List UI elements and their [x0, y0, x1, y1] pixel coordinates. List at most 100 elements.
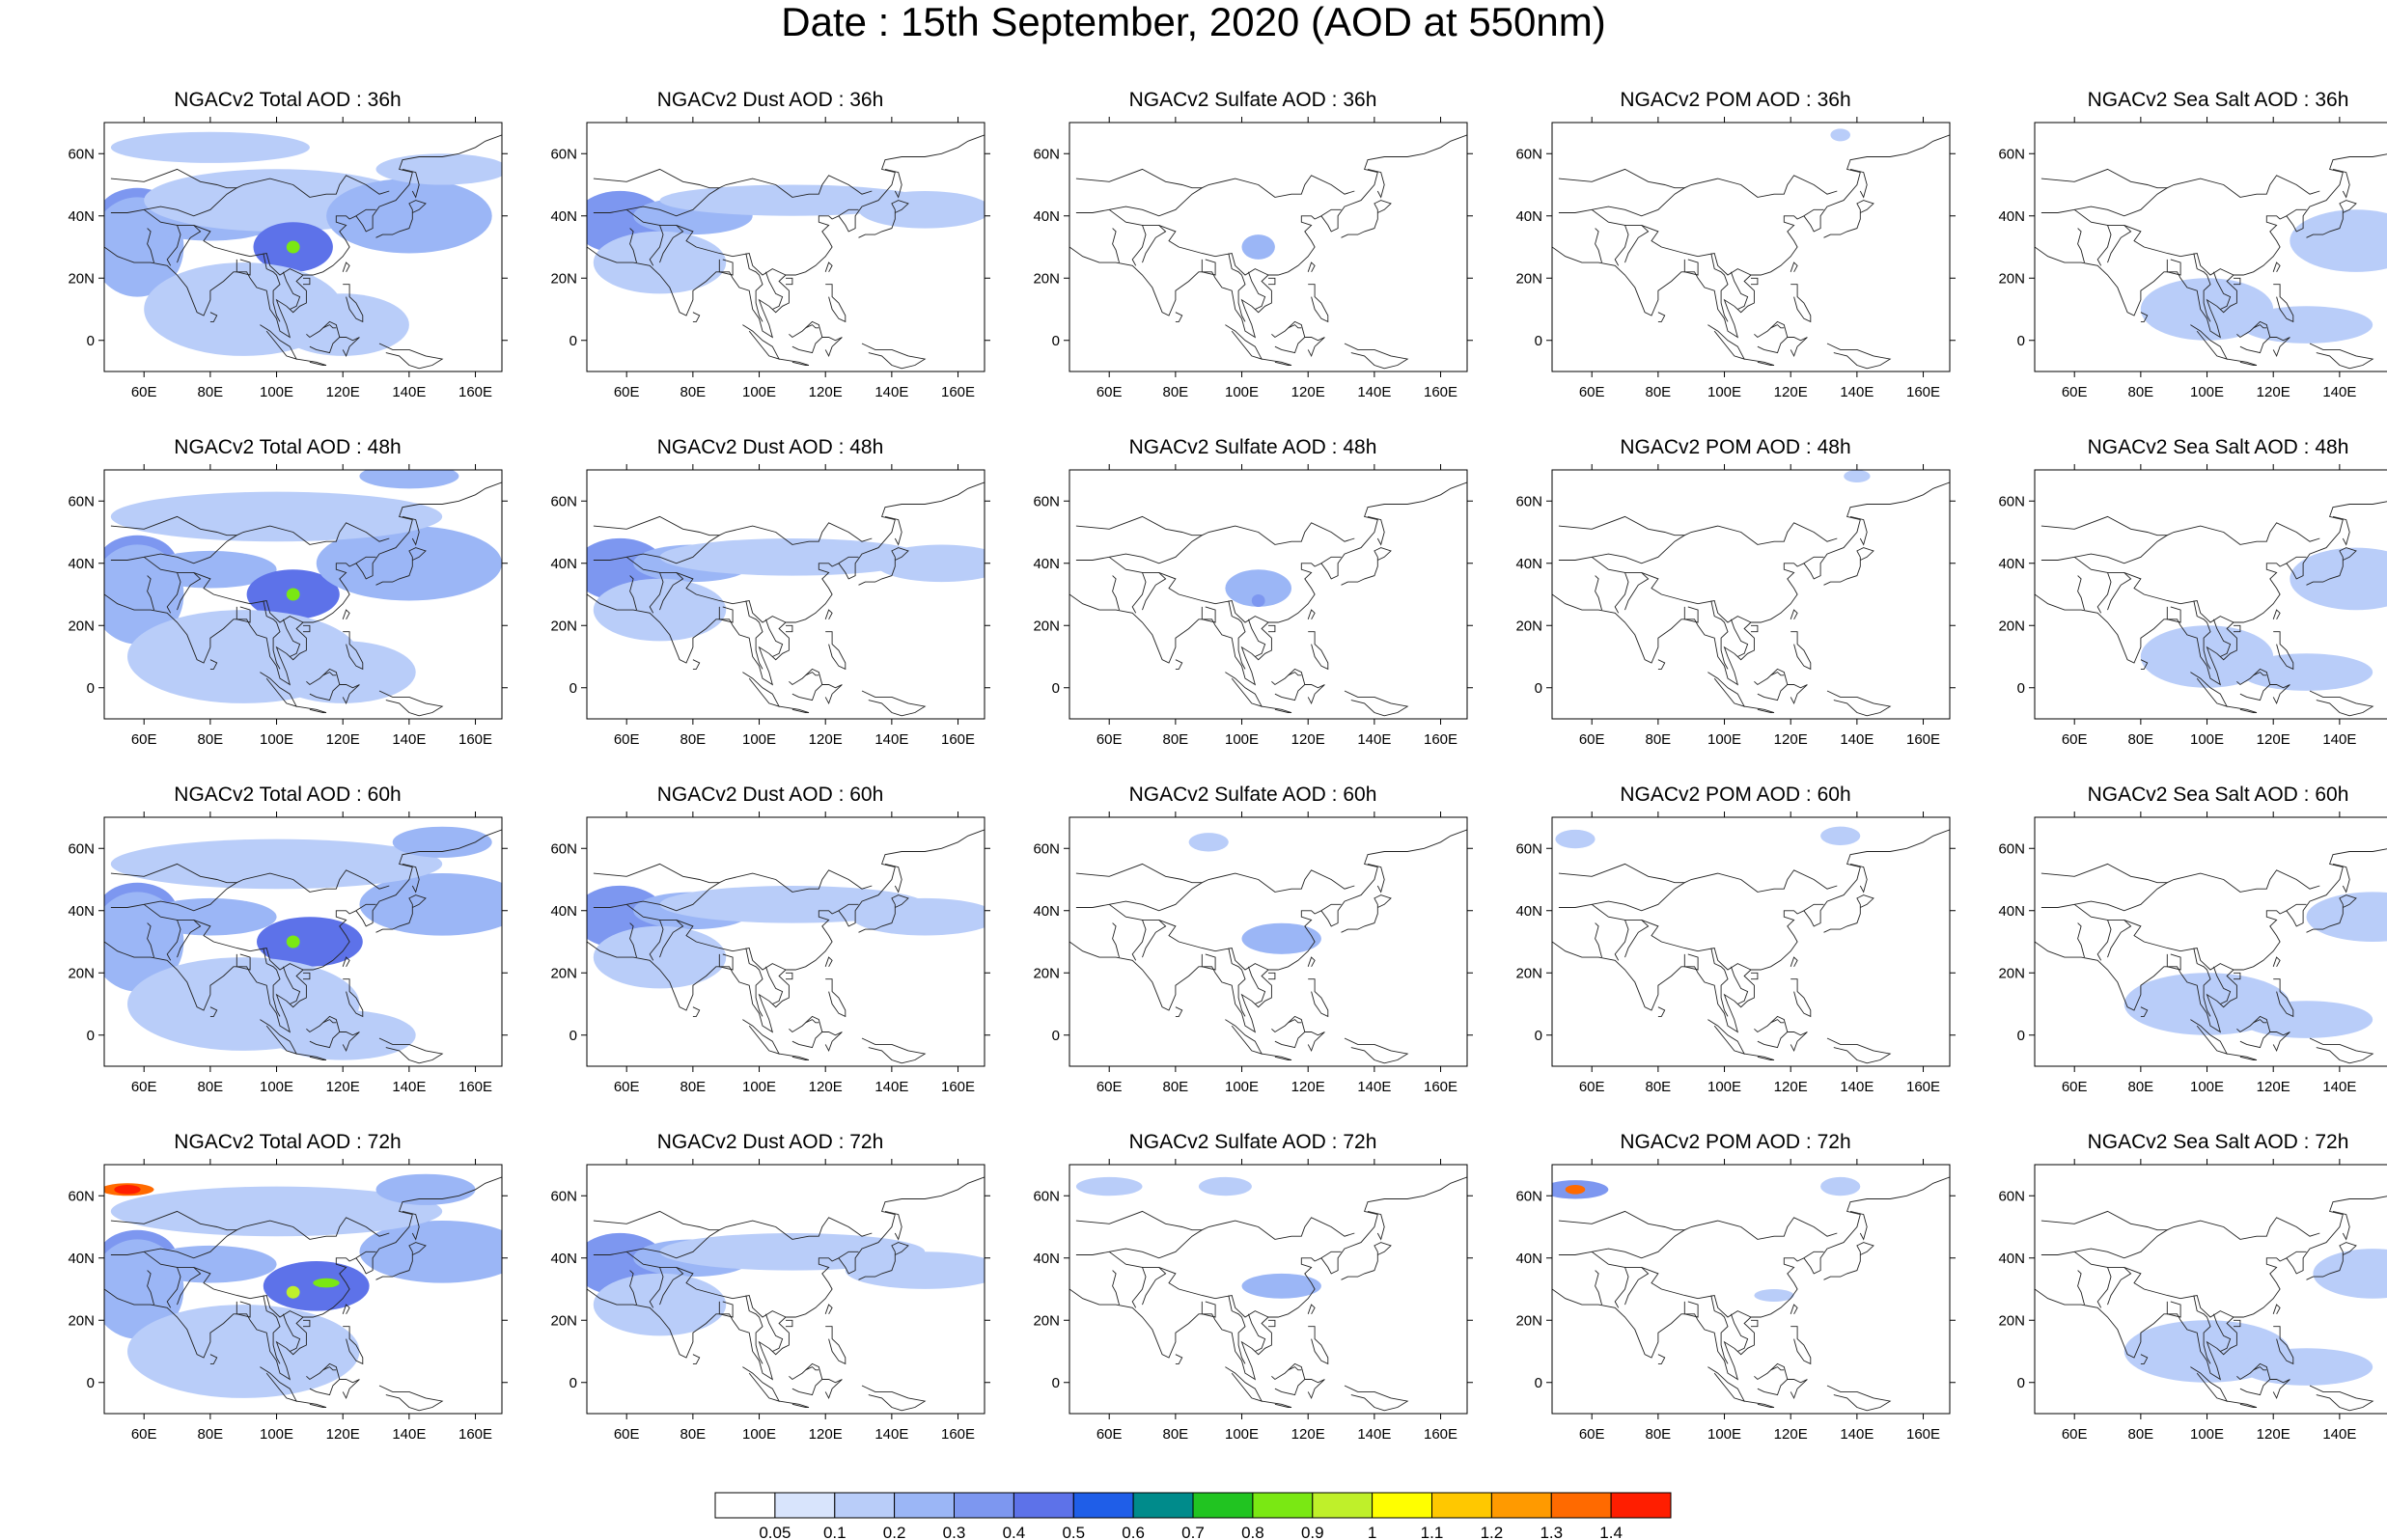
coastline-path	[1344, 1037, 1409, 1064]
coastline-path	[209, 312, 218, 322]
coastlines	[104, 829, 502, 1064]
coastline-path	[1142, 920, 1167, 958]
coastline-path	[2212, 966, 2232, 1004]
coastline-path	[786, 277, 793, 286]
map-plot: 60E 80E 100E 120E 140E 160E 0 20N 40N 60N	[1515, 464, 1956, 748]
aod-plume	[1565, 1185, 1586, 1195]
coastline-path	[1228, 253, 1246, 322]
x-tick-label: 60E	[131, 1079, 157, 1095]
x-tick-label: 80E	[2128, 384, 2154, 400]
coastline-path	[1108, 903, 1269, 971]
panel-title: NGACv2 Sea Salt AOD : 72h	[2087, 1131, 2349, 1153]
aod-field	[587, 537, 985, 642]
coastline-path	[2166, 606, 2181, 623]
coastline-path	[2272, 261, 2281, 273]
coastline-path	[375, 894, 427, 933]
coastline-path	[1262, 705, 1292, 713]
panel-title: NGACv2 Total AOD : 72h	[174, 1131, 402, 1153]
aod-plume	[1830, 128, 1850, 142]
x-tick-label: 140E	[1840, 731, 1874, 748]
coastline-path	[1558, 1217, 1838, 1259]
coastlines	[587, 1176, 985, 1412]
coastline-path	[260, 672, 298, 707]
x-tick-label: 160E	[1906, 1079, 1940, 1095]
coastline-path	[355, 903, 376, 912]
y-tick-label: 0	[2017, 680, 2025, 697]
map-plot: 60E 80E 100E 120E 140E 160E 0 20N 40N 60N	[1515, 117, 1956, 400]
panel-title: NGACv2 Sea Salt AOD : 60h	[2087, 784, 2349, 806]
x-tick-label: 80E	[2128, 1079, 2154, 1095]
colorbar-label: 0.05	[759, 1524, 791, 1540]
coastline-path	[260, 324, 298, 360]
aod-plume	[286, 1285, 300, 1299]
aod-field	[2123, 1249, 2387, 1386]
x-tick-label: 140E	[874, 731, 908, 748]
coastline-path	[1175, 1006, 1183, 1017]
coastline-path	[2236, 320, 2271, 354]
coastline-path	[1591, 556, 1752, 623]
y-tick-label: 0	[1535, 1375, 1542, 1391]
aod-plume	[313, 1278, 340, 1288]
x-tick-label: 120E	[326, 1426, 360, 1443]
colorbar-label: 0.1	[823, 1524, 847, 1540]
coastline-path	[2269, 337, 2290, 358]
x-tick-label: 160E	[458, 384, 492, 400]
aod-field	[1241, 234, 1275, 260]
x-tick-label: 80E	[1163, 1079, 1189, 1095]
x-tick-label: 100E	[742, 384, 776, 400]
map-frame	[586, 816, 985, 1067]
coastline-path	[825, 631, 847, 671]
map-panel: NGACv2 Dust AOD : 36h 60E 80E 100E 120E 140E 1…	[529, 89, 1012, 436]
coastline-path	[1710, 1295, 1729, 1364]
coastline-path	[625, 208, 787, 276]
coastlines	[1069, 1176, 1467, 1412]
coastline-path	[659, 920, 684, 958]
map-panel: NGACv2 Sulfate AOD : 72h 60E 80E 100E 120E 14…	[1012, 1131, 1494, 1478]
coastline-path	[110, 863, 237, 884]
aod-plume	[316, 526, 502, 601]
panel-title: NGACv2 POM AOD : 36h	[1620, 89, 1851, 111]
coastline-path	[355, 208, 376, 217]
y-tick-label: 40N	[1515, 903, 1542, 920]
coastline-path	[236, 1301, 251, 1318]
coastline-path	[110, 175, 390, 217]
aod-plume	[2239, 1001, 2373, 1038]
colorbar-swatch	[1072, 1492, 1134, 1519]
x-tick-label: 100E	[742, 1426, 776, 1443]
coastline-path	[1341, 547, 1392, 586]
x-tick-label: 140E	[1357, 731, 1391, 748]
y-tick-label: 20N	[1515, 618, 1542, 634]
colorbar-swatch	[1431, 1492, 1492, 1519]
aod-plume	[851, 897, 985, 936]
aod-plume	[858, 191, 985, 229]
aod-plume	[845, 1251, 985, 1289]
coastline-path	[143, 903, 304, 971]
x-tick-label: 140E	[2322, 384, 2356, 400]
coastline-path	[2227, 1400, 2258, 1408]
x-tick-label: 60E	[2062, 731, 2088, 748]
coastline-path	[1744, 358, 1775, 366]
coastline-path	[378, 1037, 444, 1064]
colorbar-label: 1.2	[1481, 1524, 1504, 1540]
coastline-path	[2272, 609, 2281, 620]
x-tick-label: 160E	[941, 1426, 975, 1443]
x-tick-label: 80E	[1163, 731, 1189, 748]
coastline-path	[1247, 271, 1266, 310]
panel-title: NGACv2 Sulfate AOD : 72h	[1128, 1131, 1377, 1153]
coastline-path	[805, 672, 819, 676]
coastline-path	[2253, 672, 2267, 676]
coastline-path	[1288, 1366, 1302, 1371]
coastline-path	[1288, 1019, 1302, 1024]
coastline-path	[263, 948, 281, 1017]
y-tick-label: 60N	[1998, 1188, 2025, 1204]
coastline-path	[2286, 1251, 2307, 1259]
y-tick-label: 0	[1535, 680, 1542, 697]
x-tick-label: 160E	[458, 731, 492, 748]
coastlines	[587, 481, 985, 717]
coastline-path	[2035, 1196, 2387, 1381]
coastline-path	[1552, 134, 1950, 339]
coastline-path	[1069, 829, 1467, 1033]
coastline-path	[166, 920, 181, 961]
coastline-path	[742, 324, 781, 360]
x-tick-label: 100E	[1707, 384, 1741, 400]
